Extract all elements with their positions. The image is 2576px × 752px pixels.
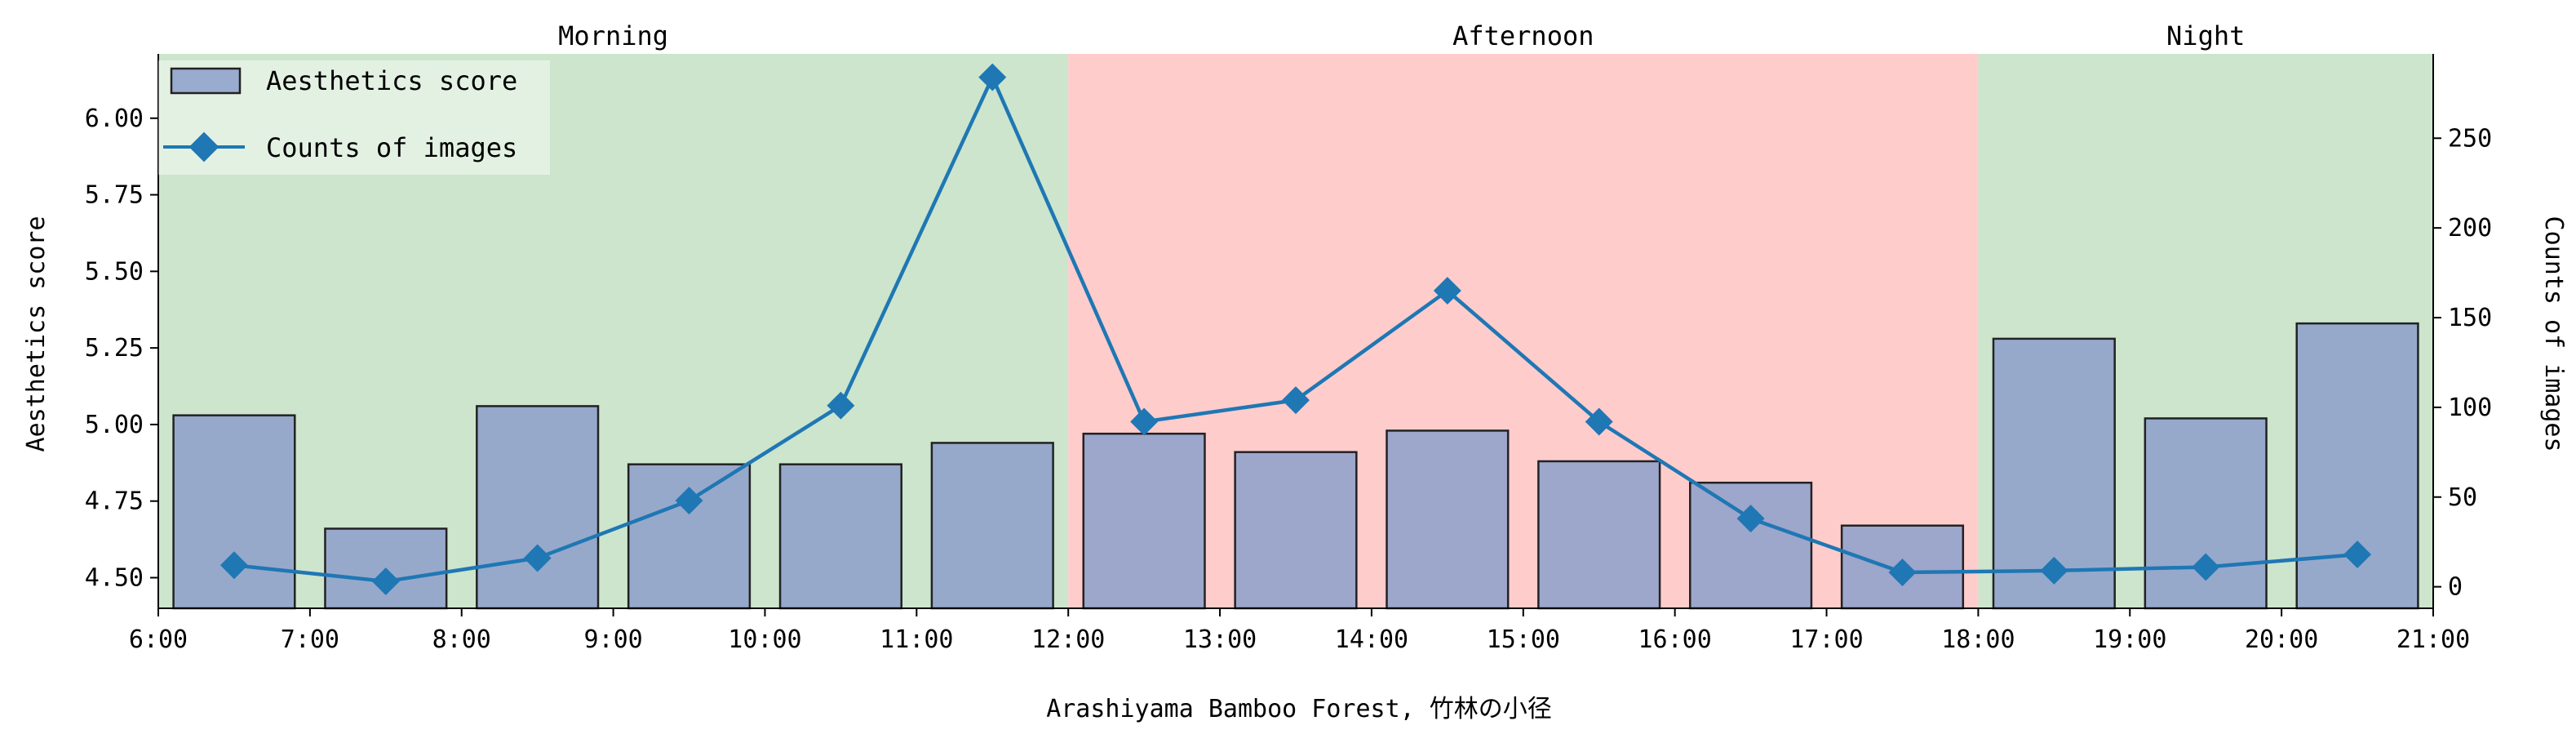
left-y-tick-label-5.00: 5.00 xyxy=(85,411,144,439)
x-tick-label-9:00: 9:00 xyxy=(583,625,642,654)
right-y-tick-label-150: 150 xyxy=(2448,304,2492,332)
x-tick-label-10:00: 10:00 xyxy=(728,625,801,654)
legend-label-counts: Counts of images xyxy=(266,132,517,163)
left-y-tick-label-5.75: 5.75 xyxy=(85,181,144,210)
bar-14:00 xyxy=(1386,429,1510,610)
left-y-tick-label-4.75: 4.75 xyxy=(85,487,144,516)
legend: Aesthetics score Counts of images xyxy=(158,60,550,175)
legend-bar-swatch xyxy=(170,67,242,95)
count-marker-0 xyxy=(219,551,248,580)
count-marker-2 xyxy=(523,544,552,572)
x-tick-label-21:00: 21:00 xyxy=(2396,625,2470,654)
left-y-tick-label-5.25: 5.25 xyxy=(85,334,144,363)
x-tick-label-7:00: 7:00 xyxy=(281,625,339,654)
count-marker-7 xyxy=(1282,386,1310,415)
period-band-afternoon xyxy=(1068,54,1979,608)
x-tick-label-16:00: 16:00 xyxy=(1638,625,1712,654)
right-y-axis-title: Counts of images xyxy=(2539,216,2568,452)
right-y-tick-label-100: 100 xyxy=(2448,394,2492,422)
x-tick-label-20:00: 20:00 xyxy=(2245,625,2318,654)
count-marker-8 xyxy=(1433,277,1461,305)
bar-15:00 xyxy=(1537,460,1661,610)
count-marker-1 xyxy=(371,567,400,596)
x-tick-label-12:00: 12:00 xyxy=(1031,625,1105,654)
legend-label-aesthetics: Aesthetics score xyxy=(266,65,517,96)
bar-13:00 xyxy=(1234,451,1358,610)
count-marker-3 xyxy=(675,487,703,515)
left-y-tick-label-4.50: 4.50 xyxy=(85,563,144,592)
x-tick-label-6:00: 6:00 xyxy=(129,625,188,654)
left-y-tick-label-5.50: 5.50 xyxy=(85,257,144,286)
bar-12:00 xyxy=(1082,432,1206,610)
x-tick-label-14:00: 14:00 xyxy=(1335,625,1408,654)
bar-6:00 xyxy=(172,414,296,610)
bars xyxy=(172,322,2419,610)
legend-diamond-marker xyxy=(188,131,219,162)
period-band-morning xyxy=(158,54,1069,608)
x-tick-label-11:00: 11:00 xyxy=(880,625,953,654)
x-axis-title: Arashiyama Bamboo Forest, 竹林の小径 xyxy=(1046,695,1552,723)
period-backgrounds xyxy=(158,54,2433,608)
bar-10:00 xyxy=(778,463,902,610)
axes xyxy=(150,54,2441,616)
right-y-tick-label-0: 0 xyxy=(2448,573,2463,602)
period-label-night: Night xyxy=(2166,20,2245,51)
bar-11:00 xyxy=(930,442,1054,610)
right-y-tick-label-200: 200 xyxy=(2448,214,2492,243)
x-tick-label-18:00: 18:00 xyxy=(1941,625,2015,654)
x-tick-label-17:00: 17:00 xyxy=(1789,625,1863,654)
labels: Morning Afternoon Night 6:00 7:00 8:00 9:00 10:… xyxy=(85,20,2492,654)
bar-8:00 xyxy=(476,405,600,610)
count-line xyxy=(219,63,2372,596)
bar-16:00 xyxy=(1689,481,1813,610)
x-tick-label-15:00: 15:00 xyxy=(1487,625,1560,654)
x-tick-label-13:00: 13:00 xyxy=(1183,625,1257,654)
right-y-tick-label-250: 250 xyxy=(2448,124,2492,153)
period-label-afternoon: Afternoon xyxy=(1452,20,1594,51)
period-label-morning: Morning xyxy=(558,20,668,51)
right-y-tick-label-50: 50 xyxy=(2448,483,2477,512)
x-tick-label-8:00: 8:00 xyxy=(432,625,491,654)
bar-9:00 xyxy=(627,463,752,610)
count-marker-4 xyxy=(827,391,855,420)
left-y-tick-label-6.00: 6.00 xyxy=(85,105,144,133)
x-tick-label-19:00: 19:00 xyxy=(2093,625,2166,654)
count-marker-5 xyxy=(978,63,1007,91)
left-y-axis-title: Aesthetics score xyxy=(22,216,51,452)
